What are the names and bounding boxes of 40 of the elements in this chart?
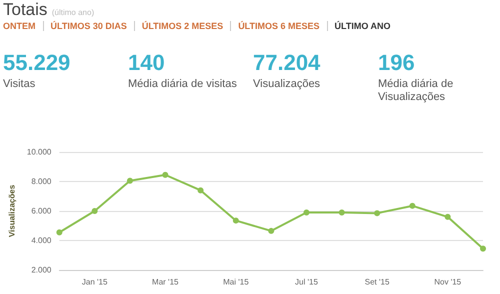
point [56,229,62,236]
y-tick-label: 10.000 [26,148,52,156]
point [303,209,310,216]
point [444,214,451,220]
point [198,187,204,194]
text: 77.204 [253,50,322,76]
text: ÚLTIMOS 2 MESES [142,21,232,31]
point [232,218,239,224]
x-tick-label: Jul '15 [295,278,318,286]
text: (último ano) [52,8,94,17]
y-axis-title: Visualizações [8,184,16,238]
point [162,172,168,178]
x-tick-label: Mar '15 [152,278,180,286]
text: Visualizações [253,78,322,91]
y-tick-label: 2.000 [31,266,52,274]
point [126,178,133,184]
point [268,228,274,234]
point [338,209,345,216]
x-tick-label: Set '15 [364,278,390,286]
y-tick-label: 6.000 [31,206,52,216]
x-tick-label: Nov '15 [434,278,462,286]
text: ÚLTIMOS 30 DIAS [50,21,135,31]
text: 196 [378,50,416,76]
x-tick-label: Mai '15 [223,278,250,286]
text: Média diária de Visualizações [378,78,454,104]
point [92,208,98,214]
x-tick-label: Jan '15 [82,278,108,286]
point [480,246,486,252]
y-tick-label: 8.000 [31,177,52,186]
text: Totais [3,0,48,19]
y-tick-label: 4.000 [31,236,52,245]
text: 140 [128,50,166,76]
text: 55.229 [3,50,72,76]
text: ONTEM [3,21,44,31]
point [374,210,380,216]
text: ÚLTIMO ANO [334,21,392,31]
text: ÚLTIMOS 6 MESES [238,21,328,31]
text: Visitas [3,78,36,91]
text: Média diária de visitas [128,78,238,91]
point [409,202,416,209]
